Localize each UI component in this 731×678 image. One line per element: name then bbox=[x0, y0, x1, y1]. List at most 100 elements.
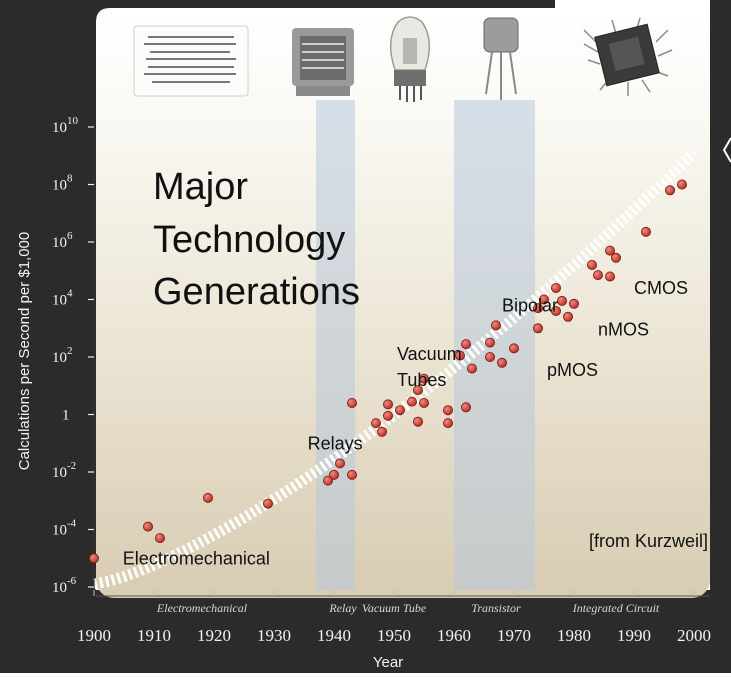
axes bbox=[93, 122, 710, 597]
era-label: Relay bbox=[328, 601, 357, 615]
data-point bbox=[406, 396, 417, 407]
annotation-label: nMOS bbox=[598, 320, 649, 340]
plot-background bbox=[96, 8, 710, 598]
data-point bbox=[496, 357, 507, 368]
x-tick-label: 1950 bbox=[377, 626, 411, 645]
data-point bbox=[334, 458, 345, 469]
data-point bbox=[412, 385, 423, 396]
transistor-icon bbox=[483, 17, 519, 100]
y-tick-exponent: -4 bbox=[67, 518, 77, 530]
x-tick-label: 1900 bbox=[77, 626, 111, 645]
y-tick-exponent: 6 bbox=[67, 230, 73, 242]
annotation-label: pMOS bbox=[547, 360, 598, 380]
data-point bbox=[412, 416, 423, 427]
y-tick-label: 10-6 bbox=[52, 575, 77, 596]
trend-line bbox=[92, 148, 698, 590]
y-tick-base: 10 bbox=[52, 235, 67, 251]
data-point bbox=[346, 469, 357, 480]
annotation-label: Bipolar bbox=[502, 295, 558, 315]
annotations: Electromechanical Relays Vacuum Tubes Bipola… bbox=[123, 278, 708, 568]
data-point bbox=[563, 311, 574, 322]
data-point bbox=[539, 294, 550, 305]
x-axis-label: Year bbox=[373, 654, 403, 671]
data-point bbox=[382, 399, 393, 410]
y-tick-exponent: 8 bbox=[67, 173, 73, 185]
chart-title: Major Technology Generations bbox=[153, 166, 360, 313]
data-point bbox=[442, 418, 453, 429]
chevron-left-icon bbox=[722, 137, 731, 163]
x-tick-label: 1990 bbox=[617, 626, 651, 645]
x-tick-label: 2000 bbox=[677, 626, 711, 645]
data-point bbox=[587, 259, 598, 270]
data-point bbox=[202, 492, 213, 503]
title-line-2: Technology bbox=[153, 219, 345, 261]
vacuum-tube-icon bbox=[389, 16, 431, 102]
y-tick-label: 10-4 bbox=[52, 518, 77, 539]
y-tick-base: 10 bbox=[52, 523, 67, 539]
y-tick-base: 10 bbox=[52, 580, 67, 596]
data-point bbox=[346, 397, 357, 408]
y-tick-exponent: -6 bbox=[67, 575, 77, 587]
data-point bbox=[533, 303, 544, 314]
annotation-label: Tubes bbox=[397, 370, 446, 390]
era-labels: Electromechanical Relay Vacuum Tube Transis… bbox=[156, 601, 660, 615]
data-point bbox=[593, 270, 604, 281]
data-point bbox=[418, 373, 429, 384]
y-tick-label: 104 bbox=[52, 288, 73, 309]
relay-icon bbox=[292, 28, 354, 96]
y-tick-label: 1 bbox=[62, 408, 70, 424]
x-tick-label: 1980 bbox=[557, 626, 591, 645]
integrated-circuit-icon bbox=[583, 17, 673, 96]
data-point bbox=[154, 533, 165, 544]
annotation-label: Electromechanical bbox=[123, 548, 270, 568]
era-label: Electromechanical bbox=[156, 601, 248, 615]
annotation-label: Vacuum bbox=[397, 344, 462, 364]
data-point bbox=[490, 320, 501, 331]
data-point bbox=[89, 553, 100, 564]
x-tick-labels: 1900 1910 1920 1930 1940 1950 1960 1970 1980 1990… bbox=[77, 590, 711, 645]
y-tick-base: 10 bbox=[52, 178, 67, 194]
data-point bbox=[442, 405, 453, 416]
y-tick-label: 108 bbox=[52, 173, 73, 194]
y-tick-base: 10 bbox=[52, 465, 67, 481]
y-tick-label: 102 bbox=[52, 345, 73, 366]
annotation-label: [from Kurzweil] bbox=[589, 531, 708, 551]
y-tick-base: 1 bbox=[62, 408, 70, 424]
y-tick-exponent: 10 bbox=[67, 115, 79, 127]
data-point bbox=[677, 179, 688, 190]
data-point bbox=[605, 271, 616, 282]
era-label: Vacuum Tube bbox=[362, 601, 427, 615]
title-line-1: Major bbox=[153, 166, 248, 208]
frame-right bbox=[710, 0, 731, 600]
y-tick-exponent: -2 bbox=[67, 460, 76, 472]
data-point bbox=[551, 305, 562, 316]
frame-left bbox=[0, 0, 96, 600]
data-point bbox=[551, 282, 562, 293]
y-tick-base: 10 bbox=[52, 293, 67, 309]
y-tick-exponent: 4 bbox=[67, 288, 73, 300]
data-point bbox=[418, 397, 429, 408]
x-tick-label: 1920 bbox=[197, 626, 231, 645]
data-point bbox=[533, 323, 544, 334]
data-point bbox=[262, 498, 273, 509]
y-axis-label: Calculations per Second per $1,000 bbox=[16, 232, 33, 471]
data-point bbox=[484, 337, 495, 348]
y-tick-label: 10-2 bbox=[52, 460, 76, 481]
y-tick-label: 106 bbox=[52, 230, 73, 251]
x-tick-label: 1930 bbox=[257, 626, 291, 645]
era-label: Transistor bbox=[471, 601, 521, 615]
punch-card-icon bbox=[133, 25, 249, 97]
data-point bbox=[460, 339, 471, 350]
era-band-1 bbox=[316, 100, 355, 590]
data-point bbox=[328, 469, 339, 480]
data-point bbox=[605, 245, 616, 256]
data-point bbox=[394, 405, 405, 416]
data-point bbox=[142, 521, 153, 532]
data-point bbox=[454, 350, 465, 361]
data-point bbox=[466, 363, 477, 374]
data-point bbox=[611, 252, 622, 263]
era-label: Integrated Circuit bbox=[572, 601, 660, 615]
data-point bbox=[557, 295, 568, 306]
data-point bbox=[569, 298, 580, 309]
